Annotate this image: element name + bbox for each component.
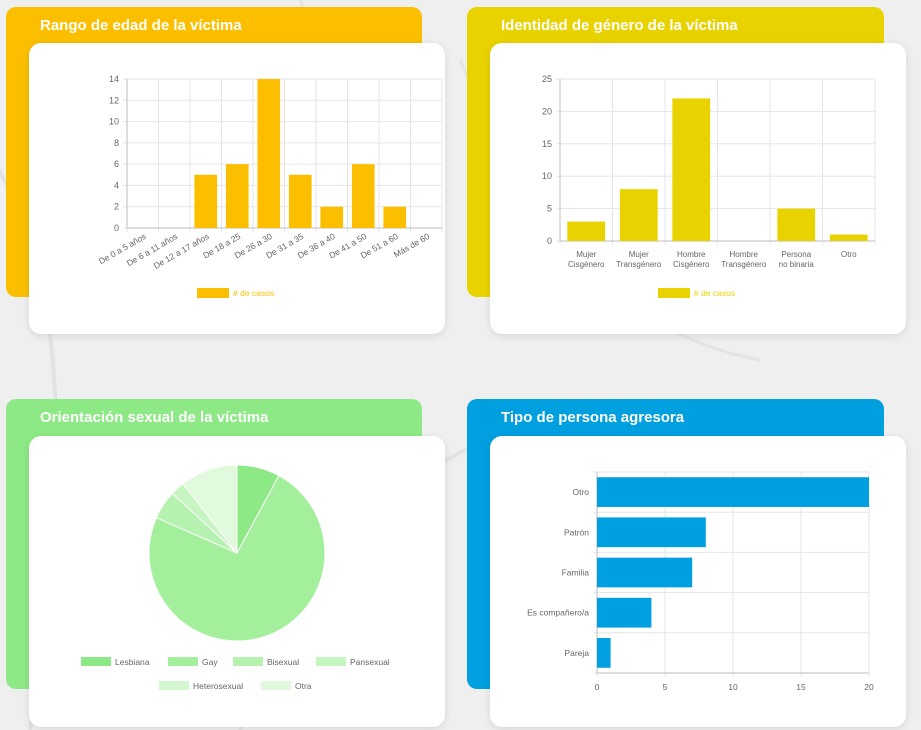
gender-identity-x-tick-label: no binaria	[779, 260, 815, 269]
pie-legend-swatch	[233, 657, 263, 666]
gender-identity-chart-card: 0 5 10 15 20 25 Mujer Cisgénero Mujer Transgénero…	[490, 43, 906, 334]
pie-legend-swatch	[316, 657, 346, 666]
aggressor-y-tick-label: Otro	[572, 487, 589, 497]
aggressor-bar	[597, 557, 693, 588]
gender-identity-bar	[619, 189, 658, 241]
pie-legend-swatch	[81, 657, 111, 666]
aggressor-bar	[597, 477, 869, 507]
aggressor-y-tick-label: Familia	[562, 568, 590, 578]
gender-identity-bar-chart: 0510152025MujerCisgéneroMujerTransgénero…	[542, 74, 876, 298]
aggressor-x-tick-label: 5	[663, 682, 668, 692]
age-range-y-tick-label: 2	[114, 202, 119, 212]
gender-identity-x-tick-label: Cisgénero	[568, 260, 605, 269]
aggressor-type-panel-title: Tipo de persona agresora	[501, 409, 685, 426]
age-range-bar	[383, 206, 407, 228]
age-range-panel-title: Rango de edad de la víctima	[40, 17, 242, 34]
age-range-bar	[288, 174, 312, 228]
pie-legend-swatch	[159, 681, 189, 690]
pie-legend-label: Lesbiana	[115, 657, 150, 667]
gender-identity-x-tick-label: Otro	[841, 250, 857, 259]
gender-identity-bar	[829, 234, 868, 241]
age-range-y-tick-label: 0	[114, 223, 119, 233]
gender-identity-x-tick-label: Transgénero	[616, 260, 662, 269]
pie-legend-label: Gay	[202, 657, 218, 667]
age-range-legend-label: # de casos	[233, 288, 274, 298]
aggressor-type-bar-chart: 0 5 10 15 20 Otro Patrón Familia Es compañero/a P…	[527, 471, 874, 692]
age-range-legend-swatch	[197, 288, 229, 298]
gender-identity-y-tick-label: 5	[547, 204, 552, 214]
aggressor-y-tick-label: Pareja	[564, 648, 589, 658]
aggressor-type-chart-card: 0 5 10 15 20 Otro Patrón Familia Es compañero/a P…	[490, 436, 906, 727]
gender-identity-x-tick-label: Persona	[781, 250, 811, 259]
aggressor-bar	[597, 517, 706, 548]
aggressor-x-tick-label: 0	[595, 682, 600, 692]
gender-identity-x-tick-label: Mujer	[576, 250, 596, 259]
age-range-y-tick-label: 8	[114, 138, 119, 148]
age-range-y-tick-label: 10	[109, 117, 119, 127]
gender-identity-y-tick-label: 0	[547, 236, 552, 246]
age-range-bar	[320, 206, 344, 228]
pie-legend-swatch	[261, 681, 291, 690]
gender-identity-x-tick-label: Mujer	[629, 250, 649, 259]
age-range-bar	[194, 174, 218, 228]
gender-identity-legend-swatch	[658, 288, 690, 298]
age-range-y-tick-label: 4	[114, 180, 119, 190]
age-range-x-tick-label: Más de 60	[392, 231, 432, 260]
pie-slice-gay	[148, 474, 326, 642]
age-range-y-tick-label: 12	[109, 95, 119, 105]
age-range-chart-card: 0 2 4 6 8 10 12 14 De 0 a 5 años De 6 a 11 años De…	[29, 43, 445, 334]
sexual-orientation-chart-card: Lesbiana Gay Bisexual Pansexual Heterosexual…	[29, 436, 445, 727]
gender-identity-bar	[777, 208, 816, 241]
gender-identity-x-tick-label: Hombre	[677, 250, 706, 259]
pie-legend-label: Heterosexual	[193, 681, 243, 691]
gender-identity-x-tick-label: Transgénero	[721, 260, 767, 269]
age-range-y-tick-label: 14	[109, 74, 119, 84]
gender-identity-panel-title: Identidad de género de la víctima	[501, 17, 738, 34]
gender-identity-y-tick-label: 25	[542, 74, 552, 84]
pie-legend-label: Otra	[295, 681, 312, 691]
aggressor-x-tick-label: 20	[864, 682, 874, 692]
aggressor-y-tick-label: Es compañero/a	[527, 608, 589, 618]
gender-identity-bar	[672, 98, 711, 241]
aggressor-x-tick-label: 15	[796, 682, 806, 692]
gender-identity-y-tick-label: 15	[542, 139, 552, 149]
sexual-orientation-pie-chart: Lesbiana Gay Bisexual Pansexual Heterosexual…	[81, 464, 390, 691]
sexual-orientation-panel-title: Orientación sexual de la víctima	[40, 409, 269, 426]
gender-identity-x-tick-label: Hombre	[730, 250, 759, 259]
gender-identity-y-tick-label: 10	[542, 171, 552, 181]
age-range-bar	[257, 79, 281, 228]
age-range-bar	[225, 164, 249, 228]
aggressor-x-tick-label: 10	[728, 682, 738, 692]
gender-identity-x-tick-label: Cisgénero	[673, 260, 710, 269]
pie-legend-label: Pansexual	[350, 657, 390, 667]
age-range-y-tick-label: 6	[114, 159, 119, 169]
pie-slice-otra	[182, 464, 238, 555]
pie-legend-label: Bisexual	[267, 657, 299, 667]
gender-identity-y-tick-label: 20	[542, 106, 552, 116]
age-range-bar	[351, 164, 375, 228]
pie-legend-swatch	[168, 657, 198, 666]
gender-identity-bar	[567, 221, 606, 241]
aggressor-bar	[597, 597, 652, 628]
gender-identity-legend-label: # de casos	[694, 288, 735, 298]
aggressor-y-tick-label: Patrón	[564, 527, 589, 537]
aggressor-bar	[597, 638, 611, 668]
